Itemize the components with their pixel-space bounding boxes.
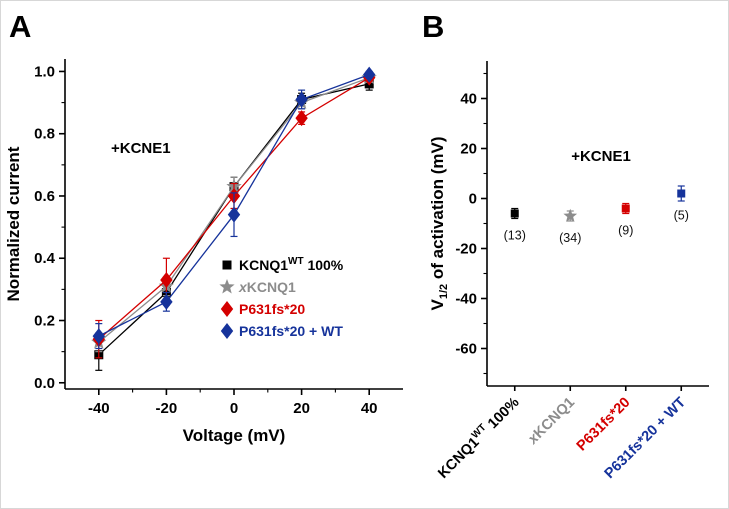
- legend-label: P631fs*20 + WT: [239, 323, 343, 339]
- panel-b-axes: [481, 61, 709, 391]
- n-count-label: (13): [504, 229, 526, 243]
- y-tick-label: 0: [469, 191, 477, 208]
- point-p631fs-20: (9) P631fs*20: [574, 202, 634, 455]
- n-count-label: (34): [559, 231, 581, 245]
- marker-diamond: [92, 328, 105, 345]
- y-tick-label: 0.2: [34, 313, 55, 330]
- point-xkcnq1: (34) xKCNQ1: [524, 208, 581, 449]
- marker-diamond: [227, 206, 241, 223]
- series-p631fs-20-wt: [92, 66, 376, 350]
- panel-a-legend: KCNQ1WT 100% xKCNQ1 P631fs*20 P631fs*20 + W…: [219, 256, 344, 339]
- x-tick-label: -20: [156, 400, 178, 417]
- y-tick-label: 0.8: [34, 126, 55, 143]
- panel-b-chart: -60 -40 -20 0 20 40 V1/2 of activation (mV) +KC…: [428, 61, 709, 482]
- x-tick-label: 40: [361, 400, 378, 417]
- panel-a-axes: [59, 59, 403, 395]
- marker-diamond: [160, 272, 173, 289]
- marker-square: [510, 209, 519, 218]
- category-label: P631fs*20: [574, 395, 634, 455]
- marker-star: [563, 208, 578, 222]
- y-tick-label: 0.6: [34, 188, 55, 205]
- y-tick-label: 40: [460, 91, 477, 108]
- category-label: KCNQ1WT 100%: [434, 393, 523, 482]
- x-tick-label: 20: [293, 400, 310, 417]
- y-tick-label: 20: [460, 141, 477, 158]
- panel-b-label: B: [422, 9, 445, 44]
- kcne1-annotation: +KCNE1: [111, 140, 171, 157]
- panel-a-chart: -40 -20 0 20 40 0.0 0.2 0.4 0.6 0.8 1.0 Voltage (mV…: [4, 59, 403, 445]
- panel-a-labels: -40 -20 0 20 40 0.0 0.2 0.4 0.6 0.8 1.0 Voltage (mV…: [4, 63, 378, 445]
- y-axis-title: V1/2 of activation (mV): [428, 137, 450, 311]
- y-tick-label: -20: [455, 241, 477, 258]
- marker-diamond: [363, 66, 376, 83]
- marker-square: [222, 260, 232, 270]
- point-kcnq1wt-100-: (13) KCNQ1WT 100%: [434, 207, 526, 482]
- x-tick-label: -40: [88, 400, 110, 417]
- n-count-label: (9): [618, 224, 633, 238]
- panel-a-label: A: [9, 9, 32, 44]
- legend-label: KCNQ1WT 100%: [239, 256, 344, 273]
- marker-diamond: [220, 301, 234, 317]
- legend-label: xKCNQ1: [238, 279, 296, 295]
- x-tick-label: 0: [230, 400, 238, 417]
- marker-square: [621, 204, 630, 213]
- y-tick-label: 1.0: [34, 63, 55, 80]
- category-label: xKCNQ1: [524, 395, 578, 449]
- y-axis-title: Normalized current: [4, 146, 23, 301]
- marker-star: [219, 279, 235, 294]
- marker-diamond: [295, 91, 308, 108]
- y-tick-label: -60: [455, 341, 477, 358]
- kcne1-annotation: +KCNE1: [571, 148, 631, 165]
- y-tick-label: 0.4: [34, 250, 56, 267]
- point-p631fs-20-wt: (5)P631fs*20 + WT: [602, 185, 689, 482]
- n-count-label: (5): [674, 209, 689, 223]
- marker-diamond: [160, 293, 173, 310]
- marker-square: [677, 189, 686, 198]
- x-axis-title: Voltage (mV): [183, 426, 286, 445]
- panel-b-labels: -60 -40 -20 0 20 40 V1/2 of activation (mV) +KC…: [428, 91, 631, 358]
- y-tick-label: 0.0: [34, 375, 55, 392]
- y-tick-label: -40: [455, 291, 477, 308]
- marker-diamond: [295, 110, 308, 127]
- marker-diamond: [220, 323, 234, 339]
- legend-label: P631fs*20: [239, 301, 305, 317]
